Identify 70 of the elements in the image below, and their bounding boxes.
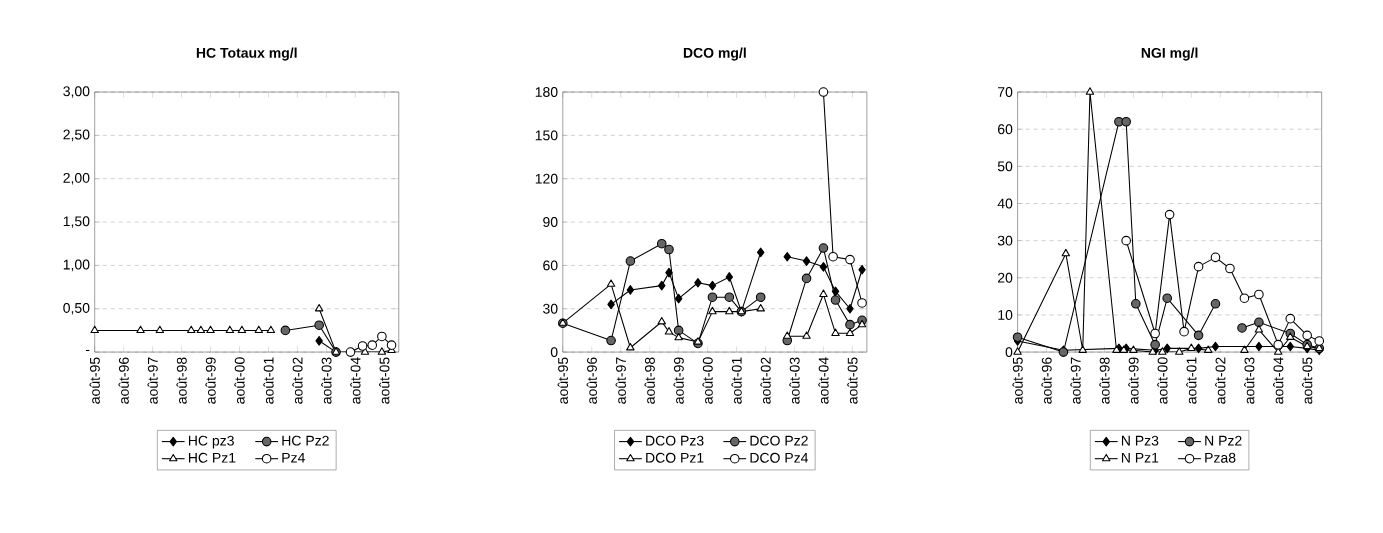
y-tick-label: 1,00	[63, 259, 90, 271]
x-tick-label: août-97	[147, 357, 158, 404]
y-tick-label: 60	[543, 260, 558, 271]
chart-title: DCO mg/l	[683, 47, 746, 61]
x-tick-label: août-04	[1273, 357, 1284, 404]
x-tick-label: août-99	[673, 357, 684, 404]
y-tick-label: 0	[1005, 346, 1013, 357]
y-tick-label: 10	[998, 309, 1013, 320]
x-tick-label: août-05	[1302, 357, 1313, 404]
legend-label: N Pz2	[1205, 435, 1242, 446]
y-tick-label: 0,50	[63, 302, 90, 315]
x-tick-label: août-02	[1215, 357, 1226, 404]
y-tick-label: -	[85, 349, 90, 351]
y-tick-label: 180	[535, 86, 558, 97]
x-tick-label: août-98	[644, 357, 655, 404]
x-tick-label: août-02	[292, 357, 303, 404]
x-tick-label: août-01	[263, 357, 274, 404]
y-tick-label: 2,00	[63, 172, 90, 185]
x-tick-label: août-96	[1041, 357, 1052, 404]
chart-title: HC Totaux mg/l	[196, 47, 297, 61]
x-tick-label: août-03	[789, 357, 800, 404]
x-tick-label: août-05	[379, 357, 390, 404]
legend-label: Pza8	[1205, 452, 1236, 463]
y-tick-label: 0	[550, 346, 558, 357]
y-tick-label: 60	[998, 124, 1013, 134]
legend-label: HC pz3	[188, 435, 234, 449]
y-tick-label: 70	[998, 86, 1013, 97]
x-tick-label: août-99	[205, 357, 216, 404]
y-tick-label: 40	[997, 198, 1013, 209]
y-tick-label: 50	[997, 161, 1013, 172]
y-tick-label: 1,50	[63, 216, 90, 228]
x-tick-label: août-00	[234, 357, 245, 404]
y-tick-label: 90	[543, 216, 558, 227]
y-tick-label: 150	[535, 130, 558, 141]
x-tick-label: août-98	[176, 357, 187, 404]
y-tick-label: 120	[535, 173, 558, 184]
x-tick-label: août-01	[1186, 357, 1197, 404]
y-tick-label: 20	[998, 272, 1013, 283]
y-tick-label: 2,50	[63, 129, 90, 141]
legend-label: DCO Pz4	[750, 452, 809, 463]
legend-label: DCO Pz1	[646, 452, 704, 463]
x-tick-label: août-95	[89, 357, 100, 404]
x-tick-label: août-96	[586, 357, 597, 404]
x-tick-label: août-04	[350, 357, 361, 404]
x-tick-label: août-99	[1128, 357, 1139, 404]
chart-title: NGI mg/l	[1141, 47, 1198, 61]
y-tick-label: 30	[997, 235, 1013, 246]
x-tick-label: août-02	[760, 357, 771, 404]
legend-label: Pz4	[282, 452, 305, 463]
y-tick-label: 30	[543, 303, 558, 314]
legend-label: HC Pz1	[188, 452, 236, 463]
x-tick-label: août-97	[1070, 357, 1081, 404]
x-tick-label: août-97	[615, 357, 626, 404]
x-tick-label: août-03	[1244, 357, 1255, 404]
x-tick-label: août-01	[731, 357, 742, 404]
x-tick-label: août-96	[118, 357, 129, 404]
legend-label: HC Pz2	[282, 435, 329, 446]
x-tick-label: août-05	[847, 357, 858, 404]
y-tick-label: 3,00	[63, 86, 90, 98]
legend-label: DCO Pz2	[750, 435, 808, 446]
legend-label: N Pz1	[1121, 452, 1159, 463]
x-tick-label: août-04	[818, 357, 829, 404]
legend-label: N Pz3	[1121, 435, 1159, 446]
x-tick-label: août-98	[1099, 357, 1110, 404]
x-tick-label: août-00	[1157, 357, 1168, 404]
x-tick-label: août-95	[1012, 357, 1023, 404]
x-tick-label: août-00	[702, 357, 713, 404]
legend-label: DCO Pz3	[646, 435, 704, 446]
x-tick-label: août-95	[557, 357, 568, 404]
x-tick-label: août-03	[321, 357, 332, 404]
